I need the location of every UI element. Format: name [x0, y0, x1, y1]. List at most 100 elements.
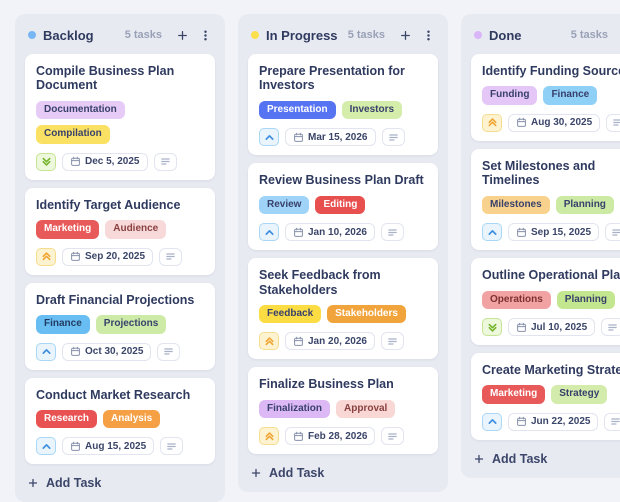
column-menu-button[interactable] — [197, 27, 213, 43]
calendar-icon — [70, 156, 81, 167]
plus-icon — [28, 479, 38, 488]
task-card[interactable]: Identify Funding Sources Funding Finance … — [471, 54, 620, 141]
due-date-chip: Feb 28, 2026 — [285, 427, 376, 446]
priority-button[interactable] — [259, 223, 279, 242]
tag: Feedback — [259, 304, 322, 324]
task-title: Identify Target Audience — [36, 197, 181, 212]
description-lines-icon — [166, 253, 175, 260]
task-card[interactable]: Create Marketing Strategy Marketing Strat… — [471, 353, 620, 440]
priority-button[interactable] — [36, 152, 56, 171]
task-title: Outline Operational Plan — [482, 268, 620, 283]
add-task-button[interactable]: Add Task — [471, 452, 549, 466]
add-task-button[interactable]: Add Task — [25, 476, 103, 490]
priority-urgent-icon — [42, 252, 50, 261]
add-card-button[interactable] — [397, 27, 413, 43]
task-meta: Jul 10, 2025 — [482, 318, 620, 336]
due-date-chip: Aug 30, 2025 — [508, 113, 601, 132]
due-date: Sep 15, 2025 — [531, 226, 592, 238]
tag: Compilation — [36, 125, 110, 144]
description-lines-icon — [388, 229, 397, 236]
column-task-count: 5 tasks — [124, 29, 162, 41]
task-meta: Feb 28, 2026 — [259, 427, 427, 446]
priority-high-icon — [41, 443, 51, 449]
description-lines-icon — [611, 418, 620, 425]
due-date: Jun 22, 2025 — [531, 416, 591, 428]
task-card[interactable]: Identify Target Audience Marketing Audien… — [25, 187, 215, 275]
description-indicator — [159, 247, 183, 266]
priority-button[interactable] — [259, 332, 279, 351]
priority-high-icon — [487, 419, 497, 425]
task-card[interactable]: Compile Business Plan Document Documenta… — [25, 54, 215, 180]
task-title: Conduct Market Research — [36, 387, 191, 402]
description-lines-icon — [613, 119, 620, 126]
calendar-icon — [516, 227, 527, 238]
task-title: Seek Feedback from Stakeholders — [259, 268, 381, 297]
calendar-icon — [293, 227, 304, 238]
add-task-label: Add Task — [46, 476, 102, 491]
priority-button[interactable] — [482, 223, 502, 242]
card-list: Identify Funding Sources Funding Finance … — [471, 54, 620, 440]
task-card[interactable]: Outline Operational Plan Operations Plann… — [471, 258, 620, 345]
task-meta: Sep 20, 2025 — [36, 247, 204, 266]
task-card[interactable]: Review Business Plan Draft Review Editing… — [248, 163, 438, 251]
description-lines-icon — [388, 433, 398, 440]
tag: Strategy — [551, 385, 608, 404]
description-indicator — [153, 152, 177, 171]
priority-urgent-icon — [265, 432, 273, 441]
due-date-chip: Dec 5, 2025 — [62, 152, 148, 171]
add-task-button[interactable]: Add Task — [248, 466, 326, 480]
priority-button[interactable] — [482, 318, 502, 336]
task-title: Compile Business Plan Document — [36, 64, 175, 93]
task-card[interactable]: Conduct Market Research Research Analysis… — [25, 377, 215, 465]
task-card[interactable]: Draft Financial Projections Finance Proje… — [25, 282, 215, 370]
priority-button[interactable] — [259, 427, 279, 446]
tag-list: Milestones Planning — [482, 195, 620, 215]
tag: Approval — [336, 399, 396, 419]
task-card[interactable]: Finalize Business Plan Finalization Appro… — [248, 367, 438, 455]
priority-button[interactable] — [36, 437, 56, 456]
tag: Stakeholders — [327, 304, 406, 324]
column-status-dot — [251, 31, 259, 39]
column-status-dot — [28, 31, 36, 39]
description-indicator — [606, 113, 620, 132]
due-date-chip: Oct 30, 2025 — [62, 342, 152, 361]
priority-button[interactable] — [482, 412, 502, 431]
priority-high-icon — [41, 349, 51, 354]
due-date: Jan 10, 2026 — [308, 226, 367, 238]
task-meta: Aug 30, 2025 — [482, 113, 620, 132]
task-meta: Aug 15, 2025 — [36, 437, 204, 456]
column-menu-button[interactable] — [420, 27, 436, 43]
due-date: Aug 30, 2025 — [531, 117, 593, 129]
due-date-chip: Mar 15, 2026 — [285, 128, 376, 147]
priority-button[interactable] — [36, 247, 56, 266]
priority-button[interactable] — [482, 113, 502, 132]
task-meta: Mar 15, 2026 — [259, 128, 427, 147]
description-lines-icon — [160, 158, 170, 165]
task-title: Prepare Presentation for Investors — [259, 64, 405, 93]
task-card[interactable]: Seek Feedback from Stakeholders Feedback… — [248, 258, 438, 360]
tag: Finalization — [259, 399, 330, 419]
due-date-chip: Jun 22, 2025 — [508, 412, 599, 431]
tag: Investors — [341, 100, 403, 120]
tag: Documentation — [36, 100, 125, 120]
priority-button[interactable] — [36, 342, 56, 361]
plus-icon — [474, 454, 484, 464]
task-title: Review Business Plan Draft — [259, 173, 424, 188]
tag: Audience — [105, 220, 167, 239]
add-card-button[interactable] — [174, 27, 190, 43]
task-title: Draft Financial Projections — [36, 292, 195, 307]
description-lines-icon — [388, 338, 397, 345]
tag: Finance — [543, 86, 598, 105]
task-card[interactable]: Set Milestones and Timelines Milestones P… — [471, 148, 620, 251]
due-date: Feb 28, 2026 — [308, 430, 368, 442]
calendar-icon — [70, 441, 81, 452]
task-meta: Dec 5, 2025 — [36, 152, 204, 171]
tag-list: Marketing Audience — [36, 220, 204, 239]
tag-list: Marketing Strategy — [482, 385, 620, 404]
task-card[interactable]: Prepare Presentation for Investors Prese… — [248, 54, 438, 156]
column-title: In Progress — [266, 27, 338, 43]
calendar-icon — [516, 322, 527, 333]
tag: Planning — [556, 290, 616, 309]
priority-button[interactable] — [259, 128, 279, 147]
